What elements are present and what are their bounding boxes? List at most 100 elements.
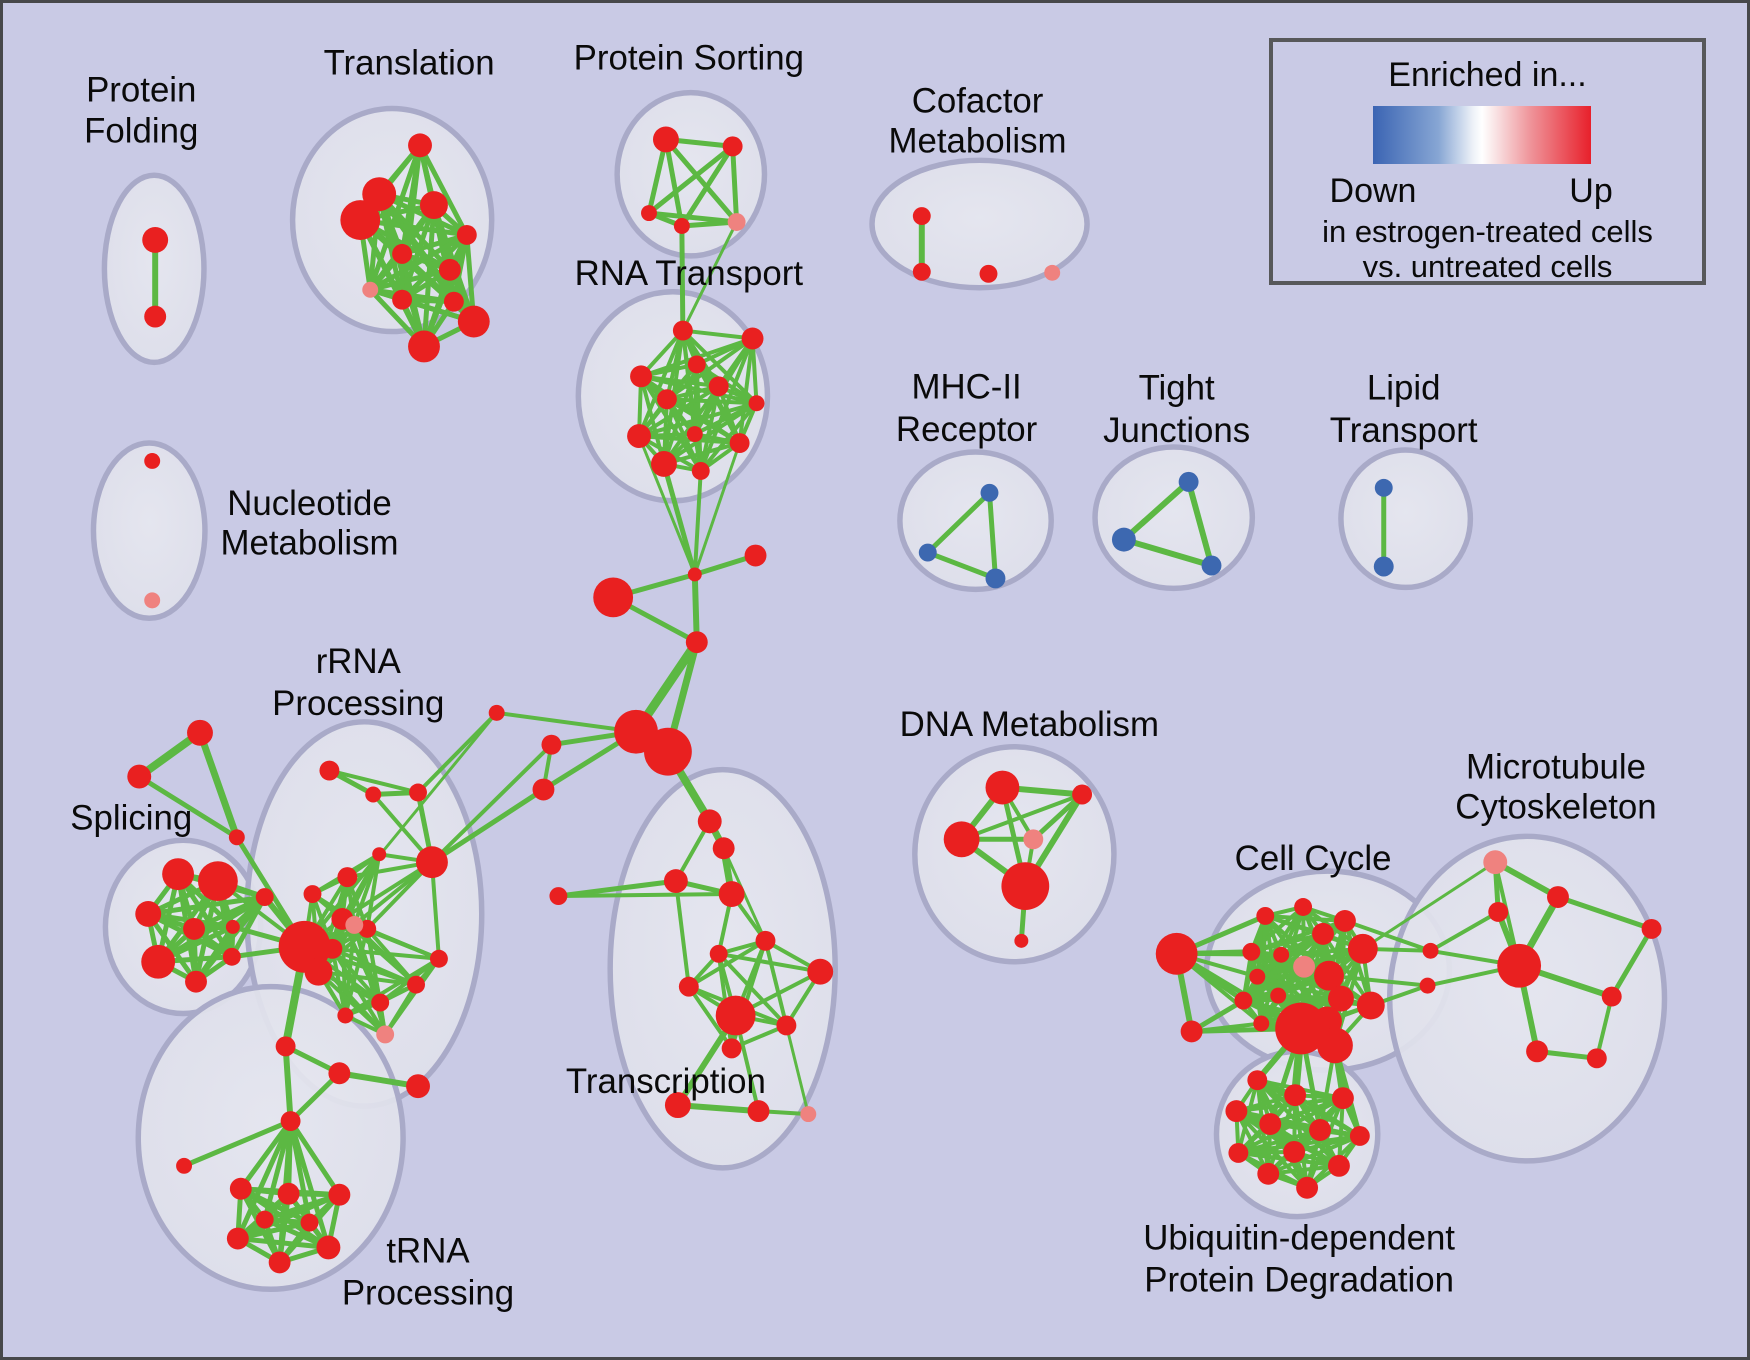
edge	[637, 401, 759, 439]
node-rt8	[627, 424, 651, 449]
cluster-labels: Protein Folding Translation Protein Sorting…	[70, 39, 1656, 1313]
node-rt10	[729, 433, 750, 454]
node-rt11	[650, 451, 677, 477]
node-tx9	[755, 930, 776, 951]
node-ub9	[1283, 1140, 1306, 1163]
node-rr15	[337, 1007, 354, 1024]
node-tn5	[316, 1235, 341, 1260]
legend-gradient-bar	[1373, 106, 1591, 164]
node-mt4	[1497, 943, 1542, 988]
node-sp6	[141, 944, 176, 979]
nodes	[127, 126, 1662, 1274]
node-tx5	[718, 881, 745, 907]
legend-caption-line2: vs. untreated cells	[1362, 249, 1613, 284]
node-sp3	[135, 901, 162, 927]
edge	[663, 136, 685, 229]
node-tx6	[663, 869, 688, 894]
edge	[494, 710, 639, 734]
node-mt10	[1641, 918, 1662, 939]
node-cc18	[1347, 933, 1378, 964]
node-tr8	[362, 281, 379, 298]
node-tr4	[340, 200, 381, 240]
edge	[737, 336, 755, 446]
edge	[1428, 909, 1501, 953]
edge	[784, 1023, 810, 1116]
node-cn2	[744, 544, 767, 567]
node-tr11	[457, 305, 490, 338]
node-rt3	[687, 355, 706, 374]
edge	[336, 1070, 422, 1090]
node-mt6	[1419, 977, 1436, 994]
edge	[282, 1043, 294, 1125]
node-ps2	[722, 136, 743, 157]
edge	[555, 878, 679, 899]
node-dm3	[943, 821, 980, 858]
node-ps1	[652, 126, 679, 153]
node-rr17	[407, 975, 425, 994]
node-tn8	[300, 1213, 319, 1232]
edge	[679, 143, 736, 229]
node-mh1	[980, 483, 999, 502]
node-cc10	[1249, 968, 1266, 985]
node-rr7	[303, 885, 322, 904]
node-cc15	[1327, 985, 1354, 1012]
edge	[303, 711, 499, 949]
node-ub4	[1225, 1100, 1248, 1123]
node-cn1	[687, 567, 702, 582]
edge	[716, 951, 789, 1028]
node-cc4	[1294, 898, 1313, 916]
cluster-label-splicing: Splicing	[70, 799, 192, 838]
node-tj1	[1178, 471, 1199, 492]
cluster-label-cell-cycle: Cell Cycle	[1235, 839, 1392, 878]
node-tn2	[277, 1182, 300, 1205]
node-rt1	[672, 320, 693, 341]
edge	[235, 1220, 312, 1242]
node-ub10	[1327, 1154, 1350, 1177]
node-mt3	[1488, 902, 1509, 922]
node-tx4	[712, 837, 735, 860]
node-tx11	[678, 976, 699, 997]
node-tg2	[127, 764, 152, 789]
node-pf2	[144, 305, 167, 328]
cluster-label-microtubule-cytoskeleton: Microtubule Cytoskeleton	[1455, 748, 1656, 827]
node-rr12	[275, 1036, 296, 1057]
cluster-label-lipid-transport: Lipid Transport	[1330, 368, 1478, 450]
node-mt2	[1547, 886, 1569, 908]
node-rr2	[365, 786, 382, 803]
node-tr12	[408, 330, 440, 363]
node-tn3	[328, 1183, 351, 1206]
node-cc19	[1356, 991, 1385, 1020]
node-ub1	[1247, 1070, 1268, 1091]
edge	[637, 328, 685, 439]
node-lt2	[1373, 556, 1394, 577]
edge	[1492, 859, 1561, 901]
node-tx13	[776, 1015, 797, 1036]
edge	[959, 792, 1085, 842]
edge	[288, 1070, 342, 1124]
cluster-ellipse-tight-junctions	[1092, 444, 1256, 592]
edge	[661, 441, 742, 466]
node-bg1	[593, 577, 634, 618]
edge	[352, 860, 434, 927]
edge	[692, 468, 703, 577]
node-cf1	[912, 207, 931, 226]
cluster-label-ubiquitin-degradation: Ubiquitin-dependent Protein Degradation	[1143, 1219, 1455, 1300]
node-tn6	[268, 1251, 291, 1274]
node-cn5	[488, 704, 505, 721]
node-cc2	[1180, 1020, 1203, 1043]
edge	[1609, 926, 1655, 1000]
node-ub12	[1296, 1176, 1319, 1199]
edge	[925, 550, 998, 581]
node-sp9	[255, 888, 274, 906]
node-rr16	[371, 993, 390, 1012]
node-dm4	[1023, 829, 1044, 850]
edge	[1120, 478, 1192, 543]
node-sp2	[198, 861, 238, 902]
edge	[661, 401, 759, 466]
edge	[417, 142, 470, 238]
node-rt7	[748, 395, 765, 412]
edge	[987, 490, 998, 581]
edge	[716, 384, 742, 446]
edge	[352, 852, 382, 927]
